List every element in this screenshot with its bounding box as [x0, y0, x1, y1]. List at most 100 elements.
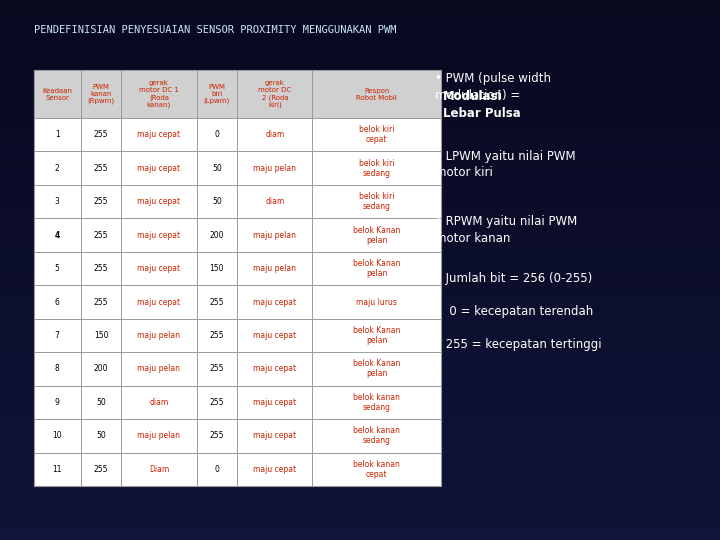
Bar	[0, 92, 720, 94]
Bar	[0, 475, 720, 478]
Bar	[0, 364, 720, 367]
Bar	[0, 40, 720, 43]
Bar	[0, 459, 720, 462]
Bar	[0, 508, 720, 510]
Bar	[0, 532, 720, 535]
Bar	[0, 248, 720, 251]
Text: 50: 50	[212, 197, 222, 206]
Text: 200: 200	[94, 364, 108, 374]
Bar	[0, 397, 720, 400]
Bar	[0, 43, 720, 46]
Text: PWM
kanan
(Rpwm): PWM kanan (Rpwm)	[87, 84, 114, 104]
Bar	[0, 437, 720, 440]
Bar	[0, 535, 720, 537]
Bar	[0, 127, 720, 130]
Bar	[0, 154, 720, 157]
Bar	[0, 340, 720, 343]
Text: Diam: Diam	[149, 465, 169, 474]
Text: 8: 8	[55, 364, 60, 374]
Bar	[0, 84, 720, 86]
Text: maju pelan: maju pelan	[138, 331, 181, 340]
Bar	[0, 116, 720, 119]
Text: PWM
biri
(Lpwm): PWM biri (Lpwm)	[204, 84, 230, 104]
Text: 7: 7	[55, 331, 60, 340]
Text: 255: 255	[94, 164, 108, 173]
Bar	[0, 378, 720, 381]
Text: 50: 50	[96, 431, 106, 440]
Bar	[0, 70, 720, 73]
Bar	[0, 481, 720, 483]
Text: PENDEFINISIAN PENYESUAIAN SENSOR PROXIMITY MENGGUNAKAN PWM: PENDEFINISIAN PENYESUAIAN SENSOR PROXIMI…	[34, 25, 397, 35]
Bar	[0, 386, 720, 389]
Bar	[0, 389, 720, 392]
Bar	[0, 329, 720, 332]
Bar	[0, 267, 720, 270]
Text: Modulasi
Lebar Pulsa: Modulasi Lebar Pulsa	[443, 90, 521, 120]
Text: diam: diam	[265, 197, 284, 206]
Bar	[34, 70, 441, 118]
Text: 1: 1	[55, 130, 60, 139]
Bar	[0, 310, 720, 313]
Bar	[0, 470, 720, 472]
Bar	[0, 192, 720, 194]
Bar	[0, 259, 720, 262]
Bar	[0, 0, 720, 3]
Bar	[0, 308, 720, 310]
Bar	[0, 119, 720, 122]
Bar	[0, 270, 720, 273]
Bar	[0, 402, 720, 405]
Bar	[0, 489, 720, 491]
Bar	[0, 243, 720, 246]
Text: maju pelan: maju pelan	[253, 231, 297, 240]
Text: 255: 255	[210, 331, 224, 340]
Bar	[0, 170, 720, 173]
Bar	[0, 46, 720, 49]
Text: 4: 4	[55, 231, 60, 240]
Bar	[0, 483, 720, 486]
Bar	[0, 19, 720, 22]
Text: 10: 10	[53, 431, 62, 440]
Bar	[0, 24, 720, 27]
Bar	[0, 362, 720, 364]
Bar	[0, 381, 720, 383]
Bar	[0, 392, 720, 394]
Text: Respon
Robot Mobil: Respon Robot Mobil	[356, 87, 397, 100]
Text: 0: 0	[215, 130, 220, 139]
Bar	[0, 513, 720, 516]
Bar	[0, 408, 720, 410]
Bar	[0, 319, 720, 321]
Bar	[0, 284, 720, 286]
Text: maju cepat: maju cepat	[253, 465, 297, 474]
Bar	[0, 143, 720, 146]
Text: belok Kanan
pelan: belok Kanan pelan	[353, 326, 400, 345]
Bar	[0, 94, 720, 97]
Bar	[0, 338, 720, 340]
Bar	[0, 146, 720, 148]
Bar	[0, 367, 720, 370]
Bar	[0, 294, 720, 297]
Bar	[0, 100, 720, 103]
Bar	[0, 162, 720, 165]
Bar	[0, 400, 720, 402]
Bar	[0, 89, 720, 92]
Bar	[0, 502, 720, 505]
Bar	[0, 181, 720, 184]
Bar	[0, 491, 720, 494]
Bar	[0, 516, 720, 518]
Text: gerak
motor DC 1
(Roda
kanan): gerak motor DC 1 (Roda kanan)	[139, 80, 179, 108]
Bar	[0, 227, 720, 229]
Text: 2: 2	[55, 164, 60, 173]
Bar	[0, 332, 720, 335]
Bar	[0, 464, 720, 467]
Text: maju cepat: maju cepat	[253, 398, 297, 407]
Bar	[0, 221, 720, 224]
Bar	[0, 394, 720, 397]
Bar	[0, 30, 720, 32]
Text: belok kiri
sedang: belok kiri sedang	[359, 192, 395, 211]
Text: 255: 255	[94, 298, 108, 307]
Text: 255: 255	[94, 465, 108, 474]
Bar	[0, 57, 720, 59]
Bar	[0, 281, 720, 284]
Bar	[0, 38, 720, 40]
Text: maju pelan: maju pelan	[138, 364, 181, 374]
